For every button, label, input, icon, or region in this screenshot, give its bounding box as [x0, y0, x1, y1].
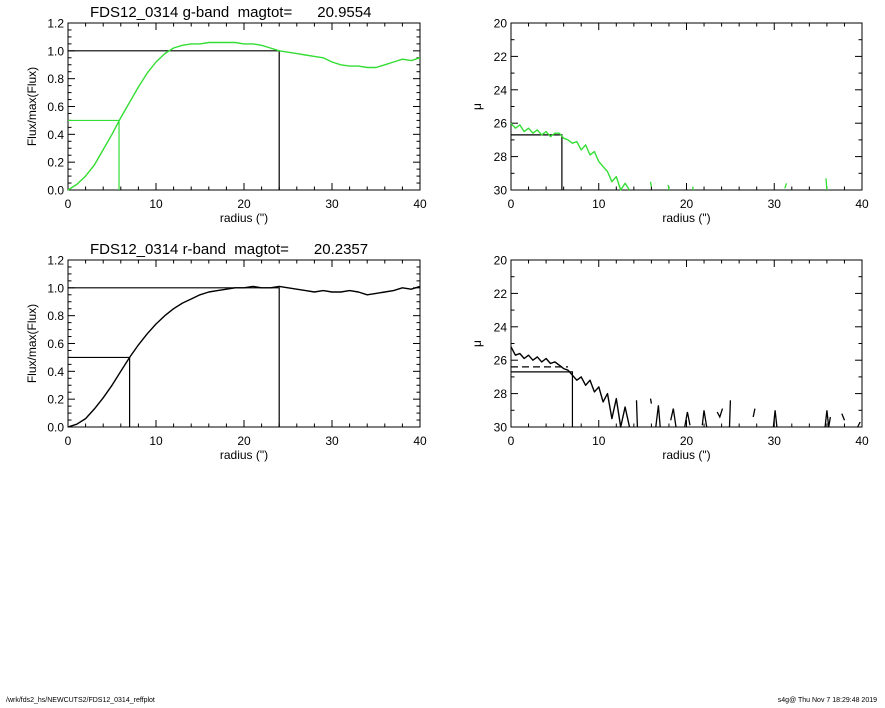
r-growth-series-line-0: [67, 285, 421, 428]
r-growth-ytick-label: 0.8: [47, 309, 64, 323]
r-growth-ytick-label: 0.6: [47, 337, 64, 351]
g-profile-ytick-label: 24: [494, 83, 508, 97]
g-growth-ytick-label: 0.6: [47, 100, 64, 114]
r-growth-ytick-label: 1.0: [47, 281, 64, 295]
g-profile-xlabel: radius ("): [662, 211, 710, 225]
r-profile-segment-7: [728, 400, 732, 428]
r-profile-segment-9: [772, 410, 778, 428]
r-profile-segment-3: [670, 408, 677, 428]
g-profile-ytick-label: 22: [494, 50, 508, 64]
r-profile-segment-10: [824, 410, 832, 428]
g-profile-series-line-0: [510, 122, 631, 191]
g-growth-xtick-label: 10: [149, 197, 163, 211]
r-profile-chart: 0 10 20 30 40 20 22 24 26 28 30 radius (") μ: [470, 254, 869, 463]
r-profile-segment-8: [752, 408, 756, 418]
r-profile-segment-11: [841, 413, 846, 421]
r-profile-segment-0: [635, 400, 639, 428]
r-profile-xtick-label: 30: [768, 434, 782, 448]
g-profile-segment-2: [691, 186, 695, 191]
r-profile-segment-1: [649, 398, 653, 404]
r-growth-xlabel: radius ("): [220, 448, 268, 462]
r-growth-xtick-label: 10: [149, 434, 163, 448]
r-growth-frame: [67, 259, 421, 428]
g-growth-xlabel: radius ("): [220, 211, 268, 225]
r-profile-ytick-label: 30: [494, 421, 508, 435]
r-profile-ref-line-0: [511, 371, 574, 427]
r-growth-ref-line-1: [68, 287, 280, 427]
g-growth-ylabel: Flux/max(Flux): [25, 67, 39, 146]
g-profile-segment-4: [825, 178, 828, 191]
r-profile-xtick-label: 20: [680, 434, 694, 448]
r-profile-segment-4: [684, 411, 691, 428]
g-growth-frame: [67, 22, 421, 191]
g-profile-ref-line-0: [511, 134, 563, 190]
g-profile-ytick-label: 28: [494, 150, 508, 164]
r-profile-segment-5: [701, 410, 708, 428]
g-growth-ytick-label: 0.0: [47, 184, 64, 198]
r-growth-xtick-label: 20: [237, 434, 251, 448]
r-growth-ytick-label: 0.4: [47, 365, 64, 379]
r-growth-ytick-label: 0.0: [47, 421, 64, 435]
g-profile-xtick-label: 40: [855, 197, 869, 211]
r-profile-frame: [510, 259, 863, 428]
g-growth-xtick-label: 30: [325, 197, 339, 211]
r-profile-segment-6: [716, 408, 724, 419]
r-profile-ytick-label: 24: [494, 320, 508, 334]
g-profile-xtick-label: 0: [508, 197, 515, 211]
g-growth-ytick-label: 0.2: [47, 156, 64, 170]
g-profile-segment-3: [784, 183, 788, 189]
g-growth-series-line-0: [67, 41, 421, 191]
g-profile-ylabel: μ: [470, 103, 484, 110]
g-growth-ytick-label: 1.0: [47, 44, 64, 58]
r-profile-ytick-label: 26: [494, 354, 508, 368]
g-growth-xtick-label: 40: [413, 197, 427, 211]
g-growth-ytick-label: 1.2: [47, 17, 64, 31]
g-growth-xtick-label: 20: [237, 197, 251, 211]
g-growth-chart: 0 10 20 30 40 0.0 0.2 0.4 0.6 0.8 1.0 1.2 radius (")…: [25, 4, 427, 225]
r-profile-segment-12: [857, 421, 861, 428]
g-growth-ytick-label: 0.4: [47, 128, 64, 142]
g-growth-ref-line-0: [68, 119, 120, 190]
r-growth-chart: 0 10 20 30 40 0.0 0.2 0.4 0.6 0.8 1.0 1.2 radius (")…: [25, 241, 427, 462]
r-profile-ytick-label: 20: [494, 254, 508, 268]
r-profile-ytick-label: 28: [494, 387, 508, 401]
r-growth-xtick-label: 30: [325, 434, 339, 448]
r-profile-xtick-label: 0: [508, 434, 515, 448]
r-growth-ylabel: Flux/max(Flux): [25, 304, 39, 383]
r-profile-xlabel: radius ("): [662, 448, 710, 462]
g-profile-ytick-label: 30: [494, 184, 508, 198]
g-growth-title: FDS12_0314 g-band magtot= 20.9554: [90, 4, 371, 21]
r-growth-title: FDS12_0314 r-band magtot= 20.2357: [90, 241, 368, 258]
r-profile-segment-2: [655, 405, 661, 428]
g-growth-xtick-label: 0: [65, 197, 72, 211]
r-growth-ytick-label: 1.2: [47, 254, 64, 268]
r-growth-xtick-label: 0: [65, 434, 72, 448]
r-growth-xtick-label: 40: [413, 434, 427, 448]
r-profile-series-line-0: [510, 346, 631, 428]
r-profile-xtick-label: 40: [855, 434, 869, 448]
footer-timestamp: s4g@ Thu Nov 7 18:29:48 2019: [777, 697, 877, 704]
g-profile-ytick-label: 20: [494, 17, 508, 31]
g-profile-xtick-label: 10: [592, 197, 606, 211]
r-profile-ytick-label: 22: [494, 287, 508, 301]
g-profile-segment-1: [667, 184, 670, 191]
g-profile-xtick-label: 20: [680, 197, 694, 211]
g-growth-ytick-label: 0.8: [47, 72, 64, 86]
g-profile-chart: 0 10 20 30 40 20 22 24 26 28 30 radius (") μ: [470, 17, 869, 226]
footer-file-path: /wrk/fds2_hs/NEWCUTS2/FDS12_0314_reffplo…: [6, 697, 155, 704]
r-growth-ytick-label: 0.2: [47, 393, 64, 407]
r-profile-ylabel: μ: [470, 340, 484, 347]
g-profile-ytick-label: 26: [494, 117, 508, 131]
g-profile-xtick-label: 30: [768, 197, 782, 211]
g-profile-frame: [510, 22, 863, 191]
g-profile-segment-0: [649, 181, 653, 187]
r-growth-ref-line-0: [68, 356, 131, 427]
r-profile-xtick-label: 10: [592, 434, 606, 448]
